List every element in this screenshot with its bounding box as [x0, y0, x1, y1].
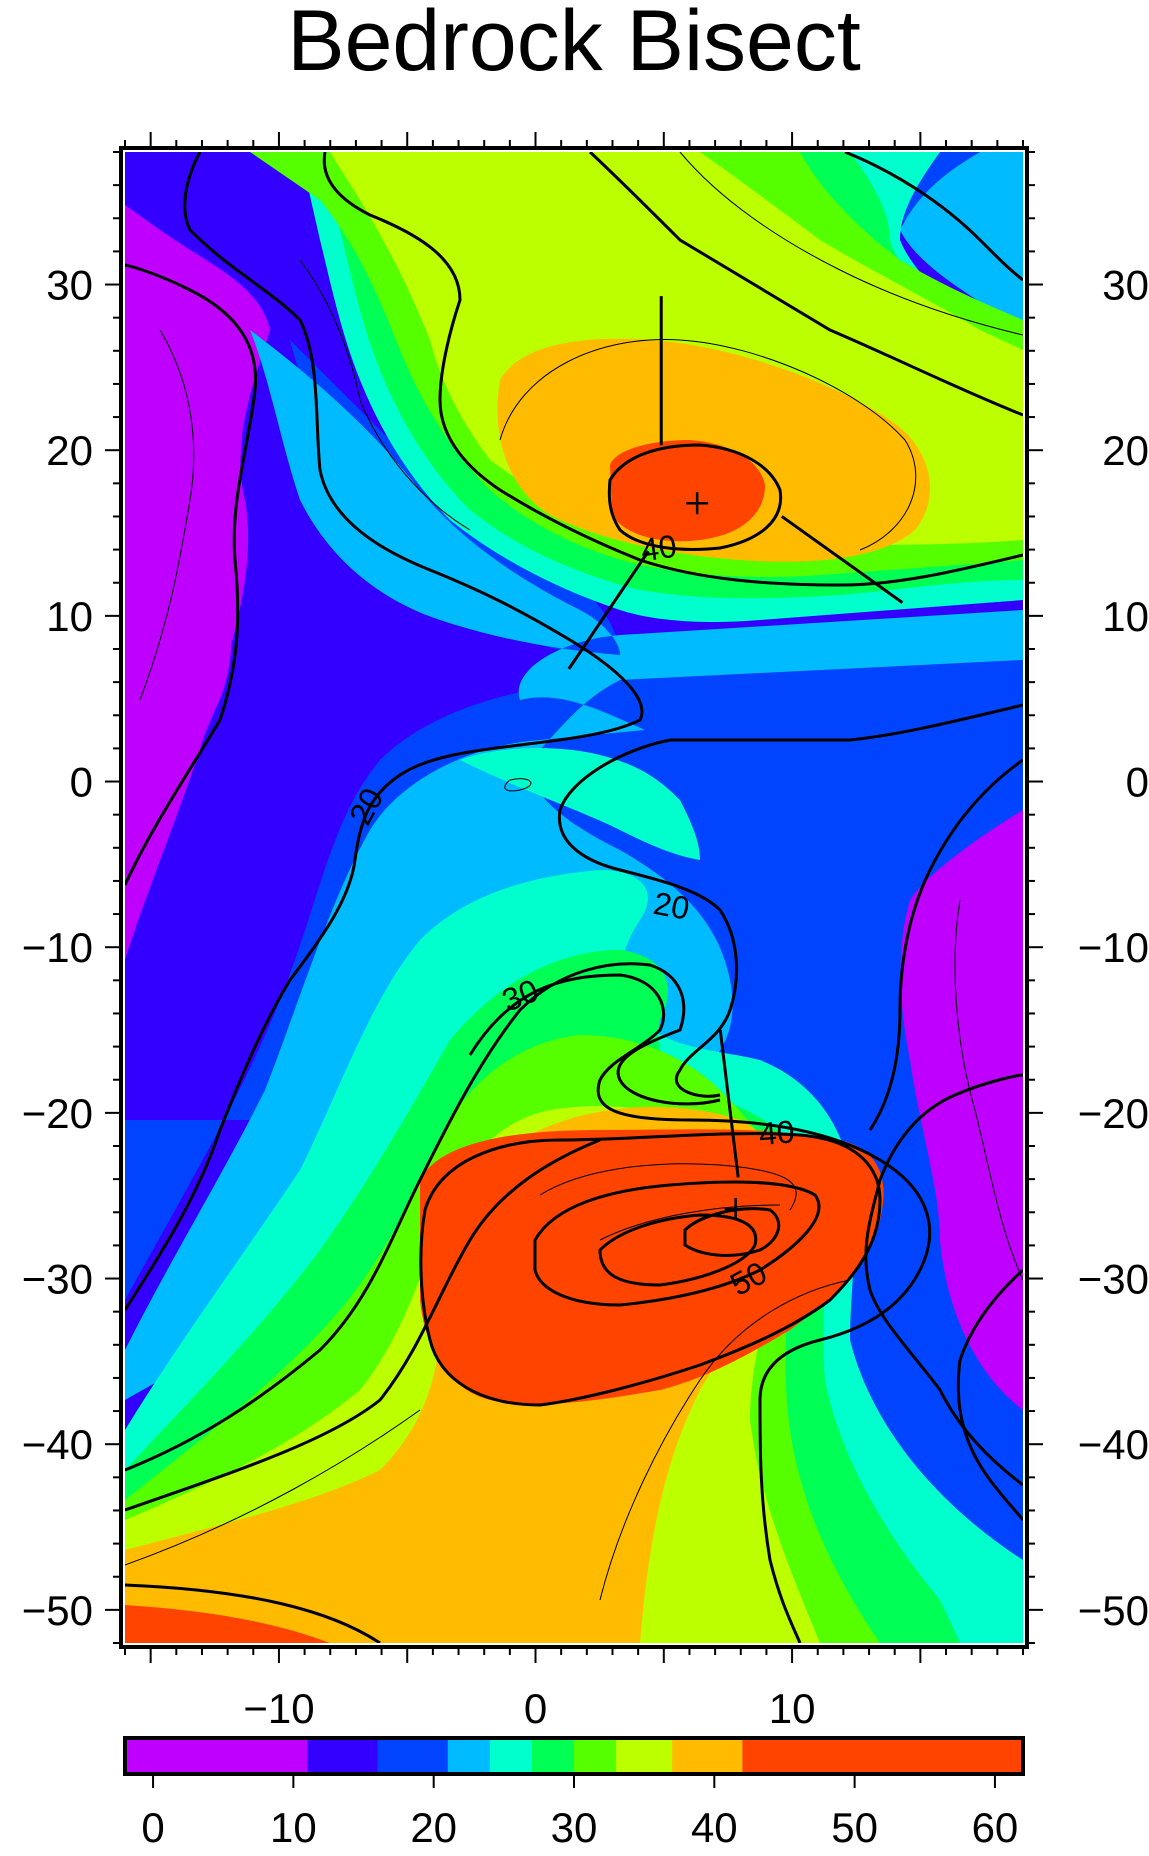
y-tick-label-left: −20 — [22, 1090, 93, 1137]
colorbar-swatch — [490, 1738, 533, 1774]
colorbar-swatch — [125, 1738, 308, 1774]
colorbar-swatch — [742, 1738, 1023, 1774]
y-tick-label-right: −20 — [1078, 1090, 1149, 1137]
colorbar-tick-label: 0 — [141, 1804, 164, 1851]
x-tick-label: 0 — [524, 1685, 547, 1732]
x-tick-label: −10 — [243, 1685, 314, 1732]
colorbar-swatch — [616, 1738, 673, 1774]
y-tick-label-right: −10 — [1078, 924, 1149, 971]
contour-label-text: 40 — [639, 528, 679, 569]
contour-label-text: 40 — [757, 1113, 796, 1152]
y-tick-label-right: 10 — [1102, 593, 1149, 640]
y-tick-label-left: −10 — [22, 924, 93, 971]
y-tick-label-right: −30 — [1078, 1256, 1149, 1303]
y-tick-label-right: 0 — [1126, 759, 1149, 806]
colorbar-swatch — [672, 1738, 743, 1774]
y-tick-label-left: 20 — [46, 427, 93, 474]
colorbar-swatch — [307, 1738, 378, 1774]
colorbar-tick-label: 30 — [551, 1804, 598, 1851]
y-tick-label-left: 10 — [46, 593, 93, 640]
y-tick-label-right: −40 — [1078, 1421, 1149, 1468]
colorbar-swatch — [448, 1738, 491, 1774]
y-tick-label-left: 0 — [70, 759, 93, 806]
colorbar-swatch — [574, 1738, 617, 1774]
colorbar-tick-label: 10 — [270, 1804, 317, 1851]
y-tick-label-right: −50 — [1078, 1587, 1149, 1634]
y-tick-label-left: −50 — [22, 1587, 93, 1634]
x-tick-label: 10 — [769, 1685, 816, 1732]
y-tick-label-left: 30 — [46, 262, 93, 309]
colorbar-tick-label: 50 — [831, 1804, 878, 1851]
contour-label-text: 20 — [651, 885, 692, 927]
y-tick-label-left: −40 — [22, 1421, 93, 1468]
colorbar-tick-label: 60 — [972, 1804, 1019, 1851]
chart-title: Bedrock Bisect — [287, 0, 861, 89]
y-tick-label-left: −30 — [22, 1256, 93, 1303]
colorbar: 0 10 20 30 40 50 60 — [125, 1738, 1024, 1851]
y-tick-label-right: 20 — [1102, 427, 1149, 474]
colorbar-swatch — [532, 1738, 575, 1774]
colorbar-tick-label: 20 — [410, 1804, 457, 1851]
colorbar-swatch — [378, 1738, 449, 1774]
colorbar-tick-label: 40 — [691, 1804, 738, 1851]
y-tick-label-right: 30 — [1102, 262, 1149, 309]
